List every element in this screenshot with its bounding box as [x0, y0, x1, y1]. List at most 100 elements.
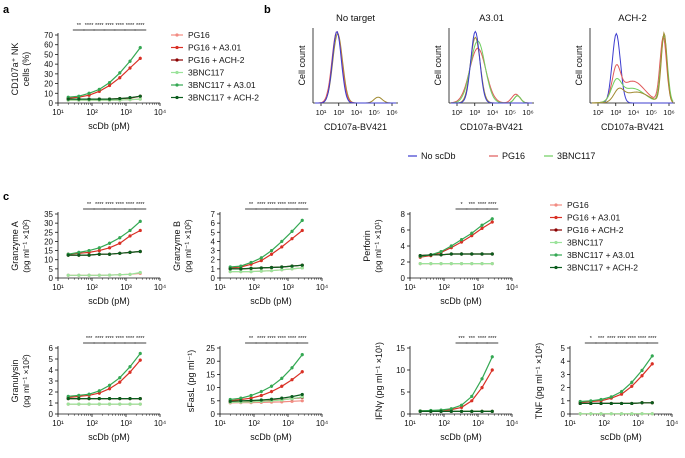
panel-c7-series-3bnc117-a3-01-point — [589, 399, 593, 403]
panel-a-ytick-label: 30 — [44, 70, 53, 79]
histogram-legend-label-1: PG16 — [502, 151, 525, 161]
panel-c5-series-3bnc117-ach-2-point — [300, 392, 304, 397]
panel-c3-significance: **** — [478, 202, 487, 208]
panel-c3-series-3bnc117-a3-01-point — [470, 231, 474, 235]
panel-c3-series-3bnc117-point — [490, 262, 494, 266]
panel-a-series-pg16-a3-01-point — [107, 83, 112, 88]
panel-c6-series-pg16-a3-01-point — [459, 405, 464, 409]
panel-a-xtick-label: 10⁴ — [154, 108, 167, 117]
panel-c6-series-3bnc117-ach-2-point — [459, 409, 464, 413]
panel-c5-series-3bnc117-a3-01-point — [249, 393, 253, 398]
panel-a-series-3bnc117-ach-2-line — [68, 95, 141, 100]
legend-a-marker-2 — [175, 58, 179, 62]
panel-a-ytick-label: 50 — [44, 50, 53, 59]
panel-c2-xtick-label: 10³ — [282, 283, 294, 292]
panel-c6-xtick-label: 10³ — [472, 419, 484, 428]
legend-c-marker-2 — [554, 228, 558, 232]
panel-c2-ytick-label: 6 — [211, 219, 216, 228]
panel-a-ylabel: CD107a⁺ NK — [10, 43, 20, 96]
panel-c7-ytick-label: 2 — [561, 384, 566, 393]
panel-c7-ytick-label: 4 — [561, 357, 566, 366]
panel-c1-series-3bnc117-point — [77, 273, 81, 277]
panel-c2-ytick-label: 2 — [211, 256, 216, 265]
panel-c5-significance: **** — [288, 336, 297, 342]
panel-c5-series-pg16-a3-01-point — [280, 384, 284, 388]
panel-c1-series-3bnc117-ach-2-point — [128, 250, 132, 254]
panel-c3-series-pg16-a3-01-point — [480, 226, 484, 230]
panel-c6-xtick-label: 10⁴ — [506, 419, 519, 428]
panel-c2-significance: **** — [288, 202, 297, 208]
panel-c1-series-pg16-a3-01-line — [68, 229, 141, 255]
panel-c2-series-pg16-a3-01-point — [300, 228, 304, 233]
panel-c7-series-3bnc117-a3-01-point — [640, 368, 644, 373]
panel-c3-xtick-label: 10³ — [472, 283, 484, 292]
panel-b3-xtick-label: 10⁶ — [663, 108, 674, 117]
panel-c6-series-3bnc117-ach-2-point — [470, 409, 474, 413]
panel-a-series-3bnc117-a3-01-point — [118, 71, 122, 75]
panel-c5-ytick-label: 15 — [206, 370, 215, 379]
panel-c5-series-pg16-a3-01-line — [230, 371, 303, 402]
panel-c2-series-3bnc117-point — [259, 269, 263, 273]
panel-c5-significance: **** — [277, 336, 286, 342]
panel-a-significance: **** — [105, 23, 114, 29]
panel-c5-series-3bnc117-ach-2-point — [228, 399, 232, 403]
panel-c1-ytick-label: 35 — [44, 210, 53, 219]
panel-b2-xtick-label: 10² — [452, 108, 463, 117]
panel-c2-series-pg16-a3-01-line — [230, 230, 303, 269]
panel-c5-series-3bnc117-ach-2-point — [290, 394, 294, 399]
legend-c-marker-3 — [554, 240, 558, 245]
panel-c4-series-pg16-a3-01-point — [128, 370, 132, 374]
panel-c6-significance: *** — [469, 336, 476, 342]
panel-c1-series-3bnc117-ach-2-point — [66, 253, 70, 257]
panel-c2-series-pg16-a3-01-point — [269, 252, 274, 256]
panel-c1-series-3bnc117-point — [66, 273, 70, 277]
panel-c1-significance: **** — [105, 202, 114, 208]
panel-c3-series-3bnc117-ach-2-point — [418, 254, 422, 258]
panel-c5-series-3bnc117-ach-2-point — [249, 398, 253, 403]
panel-letter-a: a — [3, 4, 10, 16]
panel-c4-series-3bnc117-a3-01-point — [107, 383, 112, 387]
panel-c7-series-pg16-a3-01-line — [580, 363, 653, 403]
panel-letter-b: b — [264, 4, 271, 16]
panel-c3-series-pg16-a3-01-point — [459, 240, 464, 244]
panel-c6-series-3bnc117-a3-01-point — [449, 407, 453, 411]
panel-c6-ytick-label: 10 — [396, 366, 405, 375]
panel-c1-series-3bnc117-ach-2-line — [68, 250, 141, 256]
panel-c7-series-pg16-a3-01-point — [630, 384, 634, 388]
histogram-legend-label-2: 3BNC117 — [557, 151, 595, 161]
panel-b2-xtick-label: 10⁶ — [522, 108, 533, 117]
panel-a-series-3bnc117-ach-2-point — [97, 97, 101, 101]
histogram-legend-label-0: No scDb — [421, 151, 456, 161]
panel-a-series-3bnc117-ach-2-point — [66, 97, 70, 101]
panel-c1-series-3bnc117-a3-01-point — [128, 228, 132, 233]
panel-c7-xtick-label: 10⁴ — [666, 419, 679, 428]
panel-c4-ylabel: (pg ml⁻¹ ×10²) — [21, 354, 31, 408]
panel-c6-series-3bnc117-ach-2-point — [449, 409, 453, 413]
panel-c7-ytick-label: 1 — [561, 397, 566, 406]
legend-a-label-2: PG16 + ACH-2 — [188, 55, 245, 65]
panel-c6-series-pg16-a3-01-point — [470, 399, 474, 403]
panel-c7-series-pg16-a3-01-point — [650, 362, 654, 366]
panel-b2-xtick-label: 10³ — [469, 108, 480, 117]
panel-c5-series-3bnc117-a3-01-point — [269, 384, 274, 388]
panel-c3-series-3bnc117-a3-01-point — [449, 244, 453, 248]
panel-c4-series-3bnc117-a3-01-line — [68, 353, 141, 397]
panel-a-ylabel: cells (%) — [21, 52, 31, 87]
panel-c2-series-pg16-a3-01-point — [290, 237, 294, 241]
panel-c7-xtick-label: 10¹ — [564, 419, 576, 428]
panel-c6-ytick-label: 0 — [401, 410, 406, 419]
panel-a-series-3bnc117-a3-01-point — [97, 87, 101, 91]
panel-c3-xtick-label: 10¹ — [404, 283, 416, 292]
panel-c7-series-pg16-a3-01-point — [619, 392, 624, 396]
panel-c5-ytick-label: 20 — [206, 357, 215, 366]
panel-c1-series-3bnc117-point — [87, 273, 91, 277]
panel-c4-series-3bnc117-point — [97, 402, 101, 406]
legend-c-marker-0 — [554, 203, 558, 207]
panel-c4-significance: *** — [86, 336, 93, 342]
panel-b2-histogram-3 — [451, 30, 532, 104]
panel-c2-series-3bnc117-point — [300, 266, 304, 270]
panel-c7-series-3bnc117-ach-2-point — [589, 401, 593, 406]
panel-c1-xlabel: scDb (pM) — [88, 296, 130, 306]
panel-b3-ylabel: Cell count — [574, 45, 584, 86]
